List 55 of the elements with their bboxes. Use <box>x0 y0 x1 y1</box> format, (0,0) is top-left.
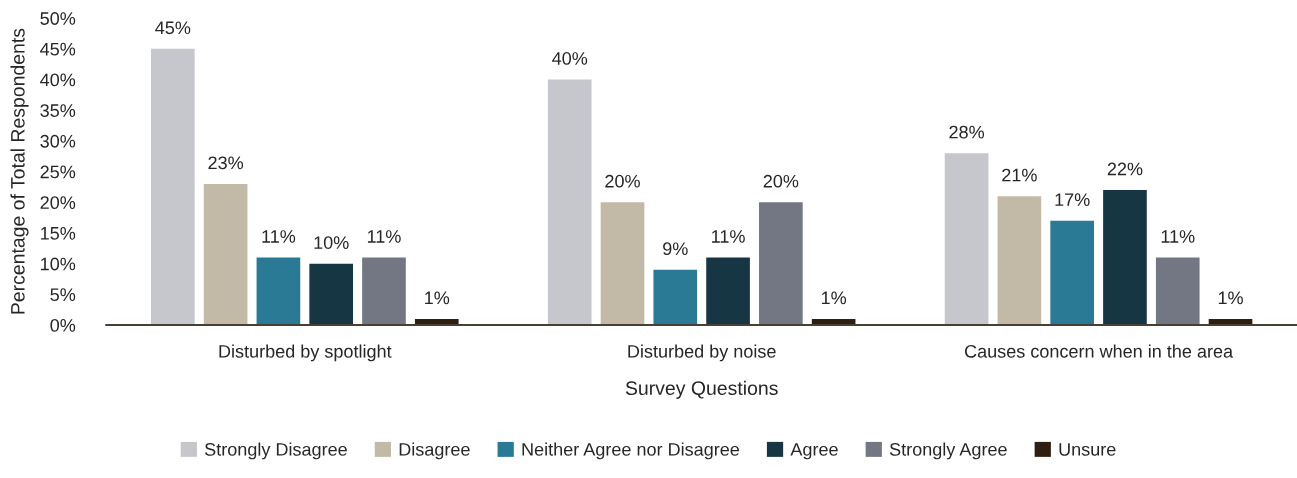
y-tick-label: 35% <box>40 104 76 117</box>
x-tick-label: Disturbed by noise <box>628 344 776 362</box>
x-tick-label: Disturbed by spotlight <box>219 344 392 362</box>
y-tick-label: 5% <box>50 288 76 302</box>
y-tick-label: 50% <box>40 12 76 25</box>
y-tick-label: 10% <box>41 257 76 271</box>
data-label: 1% <box>821 291 847 305</box>
legend-label: Agree <box>790 443 838 460</box>
data-label: 22% <box>1107 162 1143 176</box>
y-tick-label: 20% <box>40 196 76 210</box>
y-tick-label: 0% <box>50 318 76 332</box>
data-label: 11% <box>262 230 296 243</box>
bar <box>1050 220 1094 326</box>
x-tick-label: Causes concern when in the area <box>964 344 1234 358</box>
legend-label: Strongly Agree <box>889 442 1007 460</box>
bar <box>759 202 803 326</box>
data-label: 9% <box>663 242 688 256</box>
data-label: 20% <box>605 174 640 188</box>
data-label: 11% <box>1161 230 1195 243</box>
legend-label: Neither Agree nor Disagree <box>522 442 740 460</box>
data-label: 45% <box>155 21 191 35</box>
y-tick-label: 15% <box>41 226 76 240</box>
legend-label: Strongly Disagree <box>204 442 347 460</box>
data-label: 11% <box>712 230 745 243</box>
bar <box>1103 190 1147 326</box>
data-label: 40% <box>552 52 588 65</box>
bar <box>256 257 301 326</box>
data-label: 1% <box>425 291 450 305</box>
bar <box>151 48 195 326</box>
bar <box>706 257 750 326</box>
data-label: 10% <box>314 236 349 249</box>
bar <box>547 79 592 326</box>
y-tick-label: 45% <box>40 42 76 56</box>
bar <box>1155 257 1200 326</box>
bar <box>309 263 354 326</box>
y-tick-label: 40% <box>40 73 76 87</box>
y-tick-label: 25% <box>40 165 76 179</box>
data-label: 1% <box>1218 291 1243 305</box>
data-label: 28% <box>949 125 985 139</box>
bar <box>997 196 1042 326</box>
y-axis-title: Percentage of Total Respondents <box>10 28 29 314</box>
data-label: 23% <box>208 156 244 170</box>
bar <box>653 269 698 326</box>
data-label: 11% <box>367 230 401 243</box>
y-tick-label: 30% <box>40 134 76 148</box>
data-label: 17% <box>1055 193 1090 206</box>
x-axis-title: Survey Questions <box>625 380 778 399</box>
legend-label: Unsure <box>1059 443 1116 456</box>
bar <box>362 257 406 326</box>
data-label: 21% <box>1002 168 1037 182</box>
legend-label: Disagree <box>399 442 470 460</box>
bar <box>203 183 248 326</box>
data-label: 20% <box>763 174 799 188</box>
bar <box>600 202 645 326</box>
bar <box>944 153 989 326</box>
